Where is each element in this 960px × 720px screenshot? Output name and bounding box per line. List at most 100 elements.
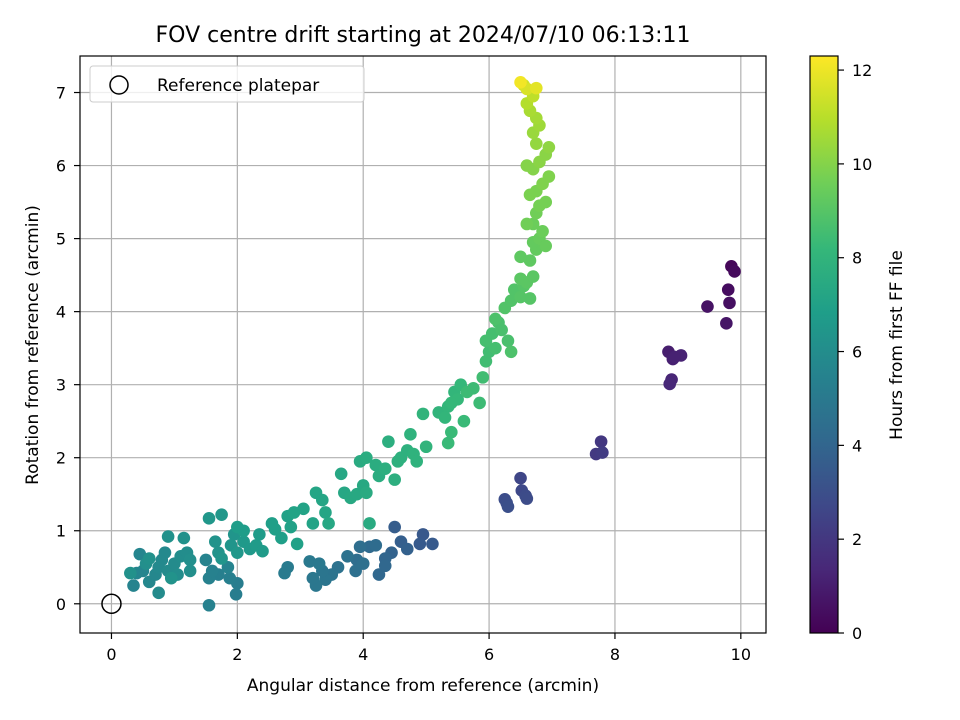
y-tick-label: 7 [56,84,66,103]
data-point [164,571,178,585]
data-point [520,159,534,172]
data-point [668,350,682,364]
data-point [124,566,137,580]
colorbar-label: Hours from first FF file [887,250,907,440]
data-point [416,407,430,421]
data-point [378,559,392,573]
y-tick-label: 6 [56,157,66,176]
data-point [231,520,244,534]
data-point [388,473,401,486]
y-tick-label: 0 [56,595,66,614]
legend-marker-icon [109,75,129,95]
data-point [501,334,515,348]
data-point [205,564,219,578]
data-point [489,341,502,355]
x-tick-label: 10 [731,645,751,664]
data-point [382,435,395,448]
data-point [334,467,348,481]
x-axis-ticks: 0 2 4 6 8 10 [106,633,751,664]
data-point [268,522,282,536]
data-point [416,528,430,541]
data-point [479,354,493,368]
data-point [322,517,335,530]
data-point [514,75,527,89]
legend-label: Reference platepar [157,76,319,96]
plot-frame [79,55,767,634]
colorbar-tick-label: 10 [852,155,872,174]
data-point [202,598,216,612]
data-point [360,451,373,465]
data-point [701,300,714,313]
data-point [542,140,556,154]
data-point [495,323,508,337]
data-point [388,520,401,534]
data-point [378,462,392,475]
data-point [441,436,455,450]
x-axis-label: Angular distance from reference (arcmin) [247,676,599,696]
data-point [177,531,191,545]
data-point [360,486,373,500]
data-point [438,411,452,424]
data-point [520,217,534,231]
data-point [372,568,386,581]
data-point [183,564,197,578]
data-point [231,546,244,559]
data-point [485,327,499,340]
data-point [723,296,736,310]
y-tick-label: 2 [56,449,66,468]
data-point [489,312,502,326]
data-point [728,265,741,278]
data-point [316,493,329,507]
data-point [290,537,304,551]
data-point [161,530,175,543]
colorbar-tick-label: 0 [852,624,862,643]
data-point [158,546,172,559]
data-point [223,571,237,585]
data-point [350,487,364,501]
data-points [101,75,741,615]
colorbar-tick-label: 12 [852,61,872,80]
data-point [353,540,367,554]
data-point [542,170,556,183]
data-point [457,414,471,428]
data-point [501,500,515,513]
colorbar-tick-label: 6 [852,343,862,362]
x-tick-label: 8 [610,645,620,664]
data-point [514,290,527,304]
data-point [721,283,735,297]
data-point [221,560,235,574]
data-point [278,566,291,580]
y-tick-label: 4 [56,303,66,322]
data-point [341,550,354,563]
data-point [523,254,537,267]
data-point [215,508,228,521]
data-point [400,542,414,556]
data-point [594,435,608,448]
data-point [152,586,165,600]
data-point [215,552,228,565]
data-point [297,502,310,516]
data-point [526,270,540,283]
data-point [467,382,480,395]
legend: Reference platepar [89,65,365,103]
data-point [253,528,266,541]
data-point [529,137,543,150]
data-point [199,553,213,567]
data-point [287,506,301,519]
data-point [404,428,417,441]
y-tick-label: 3 [56,376,66,395]
data-point [349,564,362,578]
data-point [133,547,147,561]
data-point [142,552,156,565]
data-point [529,81,543,95]
data-point [312,557,326,570]
data-point [504,294,518,307]
data-point [275,531,288,545]
colorbar-tick-label: 4 [852,436,862,455]
data-point [720,317,733,330]
y-tick-label: 5 [56,230,66,249]
data-point [363,517,376,530]
data-point [419,440,433,454]
data-point [369,539,383,552]
